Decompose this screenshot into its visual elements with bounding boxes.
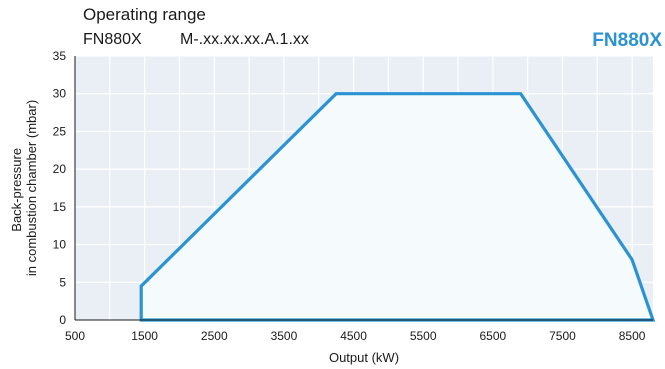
brand-label: FN880X — [592, 30, 662, 51]
x-tick-label: 5500 — [410, 329, 437, 343]
y-tick-label: 20 — [53, 162, 67, 176]
y-tick-label: 5 — [59, 275, 66, 289]
y-tick-label: 25 — [53, 124, 67, 138]
x-tick-label: 3500 — [271, 329, 298, 343]
x-tick-label: 7500 — [549, 329, 576, 343]
x-tick-label: 2500 — [201, 329, 228, 343]
chart-title: Operating range — [83, 5, 206, 24]
y-tick-label: 35 — [53, 49, 67, 63]
y-tick-label: 15 — [53, 200, 67, 214]
x-tick-labels: 500 1500 2500 3500 4500 5500 6500 7500 8500 — [65, 329, 646, 343]
x-tick-label: 6500 — [479, 329, 506, 343]
y-axis-label: Back-pressure in combustion chamber (mba… — [9, 100, 39, 276]
y-axis-label-line-2: in combustion chamber (mbar) — [24, 100, 39, 276]
y-axis-label-line-1: Back-pressure — [9, 148, 24, 232]
x-axis-label: Output (kW) — [329, 350, 399, 365]
y-tick-label: 10 — [53, 238, 67, 252]
x-tick-label: 1500 — [131, 329, 158, 343]
x-tick-label: 500 — [65, 329, 85, 343]
y-tick-labels: 0 5 10 15 20 25 30 35 — [53, 49, 67, 327]
y-tick-label: 30 — [53, 87, 67, 101]
model-code: M-.xx.xx.xx.A.1.xx — [180, 31, 309, 48]
y-tick-label: 0 — [59, 313, 66, 327]
x-tick-label: 4500 — [340, 329, 367, 343]
model-name: FN880X — [83, 31, 142, 48]
x-tick-label: 8500 — [619, 329, 646, 343]
